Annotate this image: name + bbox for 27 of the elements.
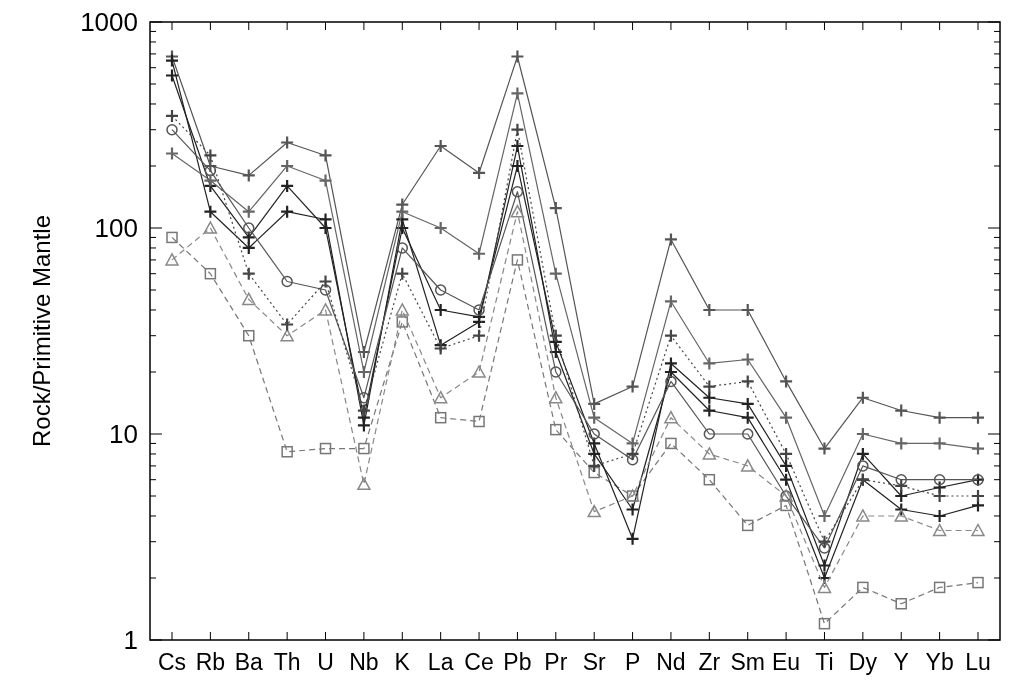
x-tick-label: Ba	[234, 649, 264, 675]
x-tick-label: Ce	[464, 649, 494, 675]
x-tick-label: Lu	[965, 649, 991, 675]
x-tick-label: Nd	[656, 649, 686, 675]
y-tick-label: 100	[94, 213, 138, 244]
x-tick-label: Rb	[195, 649, 226, 675]
x-tick-label: Sm	[730, 649, 765, 675]
x-tick-label: K	[394, 649, 411, 675]
x-tick-label: P	[624, 649, 641, 675]
x-tick-label: Nb	[349, 649, 379, 675]
y-tick-label: 1	[123, 625, 138, 656]
x-tick-label: Zr	[698, 649, 721, 675]
y-tick-label: 1000	[80, 7, 138, 38]
y-tick-label: 10	[109, 419, 138, 450]
x-tick-label: Pb	[503, 649, 532, 675]
x-tick-label: Yb	[925, 649, 954, 675]
x-tick-label: Pr	[544, 649, 568, 675]
x-tick-label: La	[427, 649, 454, 675]
x-tick-label: Ti	[815, 649, 834, 675]
x-tick-label: Sr	[582, 649, 607, 675]
x-tick-label: Eu	[772, 649, 801, 675]
x-tick-label: Cs	[157, 649, 187, 675]
x-tick-label: Dy	[848, 649, 878, 675]
x-tick-label: Th	[273, 649, 301, 675]
y-axis-title: Rock/Primitive Mantle	[28, 214, 55, 448]
x-tick-label: Y	[893, 649, 909, 675]
x-tick-label: U	[317, 649, 334, 675]
